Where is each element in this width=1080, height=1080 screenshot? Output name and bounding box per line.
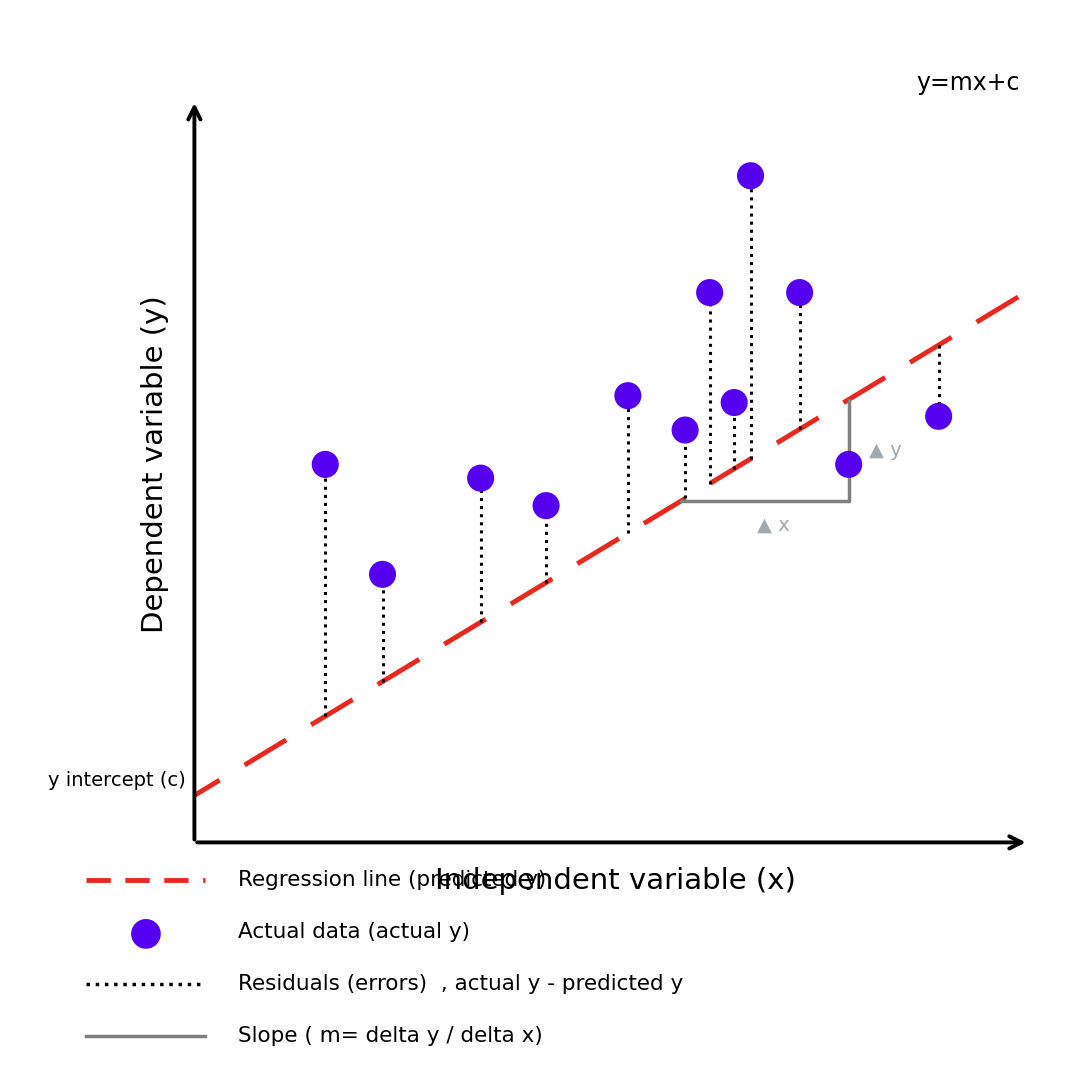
Point: [791, 284, 808, 301]
Point: [742, 167, 759, 185]
Point: [930, 407, 947, 424]
Text: Slope ( m= delta y / delta x): Slope ( m= delta y / delta x): [238, 1026, 542, 1045]
Point: [619, 387, 636, 404]
Text: y intercept (c): y intercept (c): [49, 771, 186, 791]
Point: [472, 470, 489, 487]
Text: Actual data (actual y): Actual data (actual y): [238, 922, 470, 942]
Point: [701, 284, 718, 301]
Point: [538, 497, 555, 514]
Text: ▲ y: ▲ y: [869, 441, 902, 460]
Text: Residuals (errors)  , actual y - predicted y: Residuals (errors) , actual y - predicte…: [238, 974, 683, 994]
X-axis label: Independent variable (x): Independent variable (x): [435, 867, 796, 895]
Point: [840, 456, 858, 473]
Text: y=mx+c: y=mx+c: [917, 71, 1020, 95]
Text: ●: ●: [129, 913, 163, 951]
Point: [316, 456, 334, 473]
Y-axis label: Dependent variable (y): Dependent variable (y): [141, 296, 170, 633]
Text: ▲ x: ▲ x: [757, 516, 789, 535]
Text: Regression line (predicted y): Regression line (predicted y): [238, 870, 545, 890]
Point: [374, 566, 391, 583]
Point: [676, 421, 693, 438]
Point: [726, 394, 743, 411]
